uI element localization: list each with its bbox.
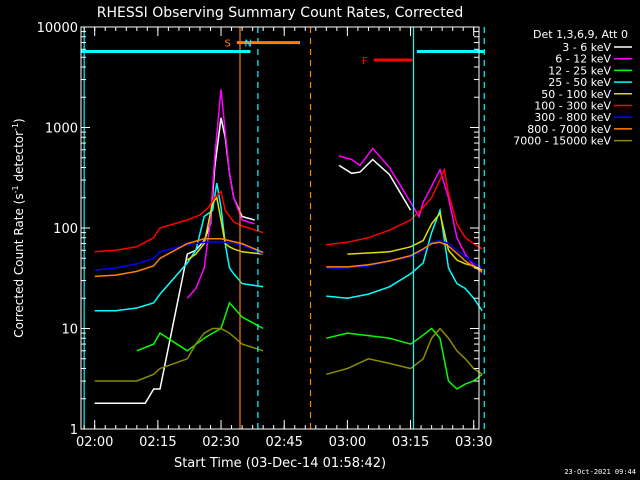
series-line-4	[94, 182, 483, 312]
x-tick-label: 02:00	[76, 435, 113, 450]
y-axis-label: Corrected Count Rate (s-1 detector-1)	[11, 118, 26, 337]
y-tick-label: 1	[70, 423, 78, 438]
legend-label-7: 300 - 800 keV	[534, 111, 611, 124]
legend-label-3: 12 - 25 keV	[548, 64, 611, 77]
series-line-2	[186, 89, 483, 299]
series-line-8	[94, 238, 483, 278]
y-tick-label: 1000	[45, 122, 78, 137]
flag-label-S: S	[224, 39, 230, 50]
x-tick-label: 03:15	[392, 435, 429, 450]
x-tick-label: 03:30	[455, 435, 492, 450]
legend-label-2: 6 - 12 keV	[555, 53, 611, 66]
series-line-7	[94, 239, 483, 271]
x-tick-label: 02:30	[202, 435, 239, 450]
legend-label-8: 800 - 7000 keV	[527, 123, 611, 136]
chart-title: RHESSI Observing Summary Count Rates, Co…	[97, 5, 463, 21]
flag-label-F: F	[362, 56, 368, 67]
legend-label-1: 3 - 6 keV	[562, 41, 611, 54]
legend-label-9: 7000 - 15000 keV	[513, 135, 611, 148]
y-tick-label: 10000	[37, 21, 78, 36]
x-tick-label: 03:00	[329, 435, 366, 450]
footer-date: 23-Oct-2021 09:44	[564, 468, 636, 476]
legend-label-5: 50 - 100 keV	[541, 88, 611, 101]
x-tick-label: 02:45	[265, 435, 302, 450]
flag-label-N: N	[244, 39, 251, 50]
y-tick-label: 100	[53, 222, 78, 237]
legend-label-6: 100 - 300 keV	[534, 100, 611, 113]
series-line-5	[186, 196, 483, 271]
y-tick-label: 10	[61, 323, 78, 338]
series-line-3	[136, 301, 483, 390]
series-line-9	[94, 327, 483, 382]
plot-area: S N F	[81, 27, 485, 429]
series-line-6	[94, 167, 483, 253]
x-tick-label: 02:15	[139, 435, 176, 450]
plot-frame	[80, 26, 480, 430]
x-axis-label: Start Time (03-Dec-14 01:58:42)	[174, 456, 386, 471]
legend-label-4: 25 - 50 keV	[548, 76, 611, 89]
legend-header: Det 1,3,6,9, Att 0	[533, 28, 628, 41]
